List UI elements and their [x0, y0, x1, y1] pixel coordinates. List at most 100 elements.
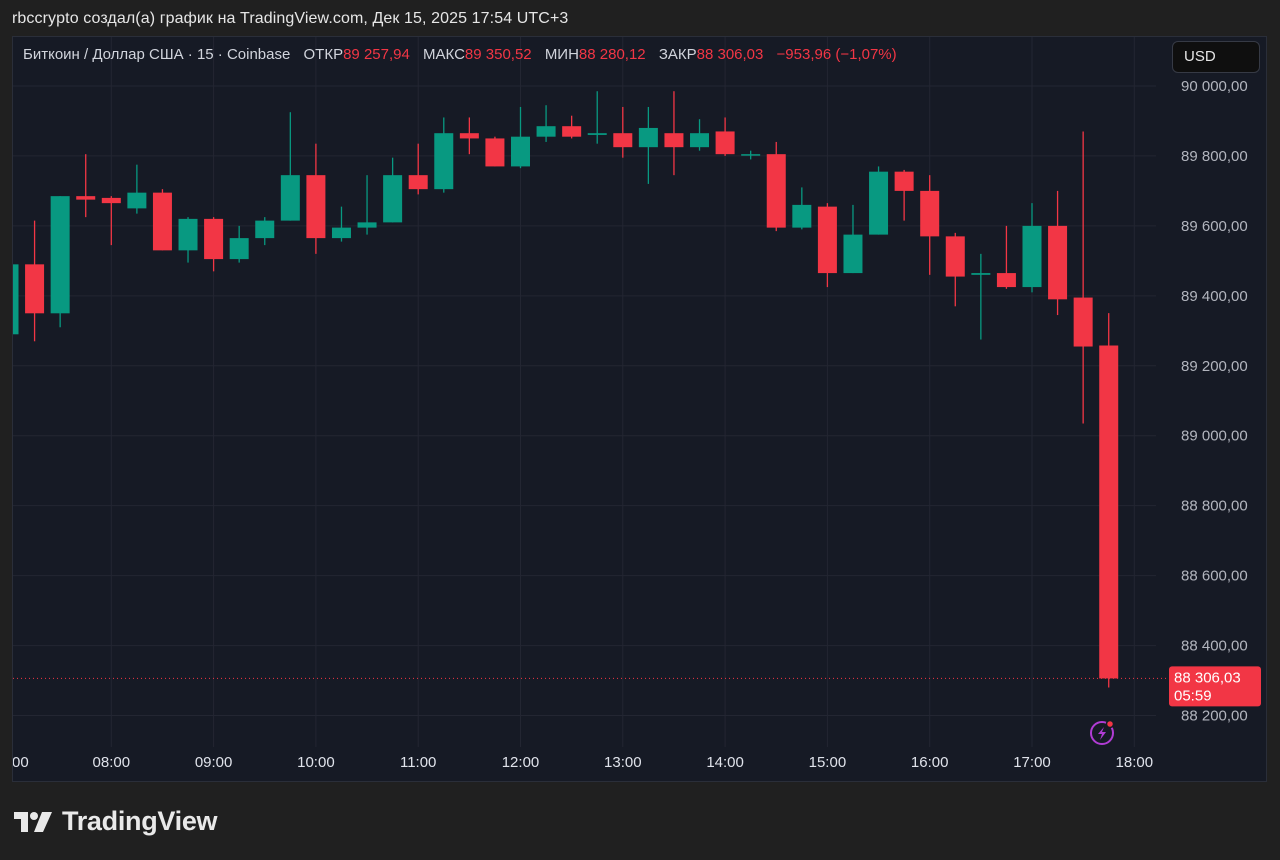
brand-name: TradingView: [62, 806, 218, 836]
candle[interactable]: [664, 91, 684, 176]
price-tick-label: 88 400,00: [1181, 638, 1248, 655]
candle[interactable]: [792, 187, 812, 230]
chart-panel[interactable]: 90 000,00 89 800,00 89 600,00 89 400,00 89 2…: [12, 36, 1267, 782]
candle[interactable]: [613, 106, 633, 158]
candle-body: [408, 175, 428, 190]
price-tick-label: 89 600,00: [1181, 218, 1248, 235]
candle[interactable]: [1048, 190, 1068, 316]
candle[interactable]: [434, 117, 454, 193]
candle[interactable]: [331, 206, 351, 242]
candle[interactable]: [587, 91, 607, 144]
candle[interactable]: [229, 225, 249, 263]
candle[interactable]: [50, 196, 70, 328]
candle[interactable]: [1022, 203, 1042, 293]
time-tick-label: 17:00: [1013, 754, 1051, 771]
candle[interactable]: [894, 169, 914, 221]
candle[interactable]: [485, 136, 505, 167]
candle[interactable]: [920, 175, 940, 275]
candle[interactable]: [511, 106, 530, 169]
candle[interactable]: [945, 232, 965, 307]
candle[interactable]: [306, 143, 326, 254]
candle[interactable]: [741, 150, 761, 160]
candle[interactable]: [459, 117, 479, 155]
price-tick-label: 89 200,00: [1181, 358, 1248, 375]
candle-body: [715, 131, 735, 155]
candle[interactable]: [408, 143, 428, 195]
price-tick-label: 89 800,00: [1181, 148, 1248, 165]
time-tick-label: 18:00: [1116, 754, 1154, 771]
candle-body: [229, 238, 249, 260]
candle[interactable]: [971, 253, 991, 340]
candle-body: [13, 264, 19, 335]
candle[interactable]: [817, 203, 837, 288]
candle-body: [587, 133, 607, 135]
candle[interactable]: [178, 217, 198, 263]
candle-body: [894, 171, 914, 191]
candle-body: [766, 154, 786, 228]
chart-caption: rbccrypto создал(а) график на TradingVie…: [12, 10, 569, 27]
time-tick-label: 14:00: [706, 754, 744, 771]
symbol-legend: Биткоин / Доллар США · 15 · Coinbase ОТК…: [23, 46, 906, 63]
candle-body: [638, 127, 658, 148]
candle[interactable]: [843, 204, 863, 274]
time-tick-label: 08:00: [93, 754, 131, 771]
high-label: МАКС: [423, 46, 465, 63]
candle-body: [178, 218, 198, 251]
candle-body: [306, 175, 326, 239]
candle[interactable]: [1099, 313, 1119, 688]
candle-body: [792, 204, 812, 228]
candle[interactable]: [715, 117, 735, 156]
candle[interactable]: [25, 220, 45, 342]
grid-lines: [13, 37, 1156, 747]
candle[interactable]: [255, 217, 275, 246]
candle[interactable]: [536, 105, 556, 142]
candle-body: [485, 138, 505, 167]
candle-body: [1099, 345, 1119, 679]
price-tick-label: 88 600,00: [1181, 568, 1248, 585]
time-tick-label: 12:00: [502, 754, 540, 771]
candle-body: [843, 234, 863, 274]
candle[interactable]: [76, 154, 96, 218]
candle[interactable]: [101, 196, 121, 246]
candle[interactable]: [638, 106, 658, 184]
candle[interactable]: [13, 261, 19, 335]
candle-body: [459, 133, 479, 139]
candle[interactable]: [204, 217, 224, 272]
candle[interactable]: [357, 175, 377, 235]
candle-body: [101, 197, 121, 204]
candle[interactable]: [869, 166, 889, 235]
flash-alert-icon[interactable]: [1090, 719, 1115, 745]
tradingview-logo-icon: [14, 811, 52, 832]
candle-body: [383, 175, 403, 223]
candle-body: [869, 171, 889, 235]
time-axis: 00 08:00 09:00 10:00 11:00 12:00 13:00 14:00 15:…: [13, 754, 1153, 771]
price-tick-label: 89 000,00: [1181, 428, 1248, 445]
candle[interactable]: [152, 189, 172, 251]
close-label: ЗАКР: [658, 46, 697, 63]
candle[interactable]: [1073, 131, 1093, 424]
candle-body: [511, 136, 530, 167]
high-value: 89 350,52: [464, 46, 532, 63]
candlestick-chart[interactable]: 90 000,00 89 800,00 89 600,00 89 400,00 89 2…: [13, 37, 1267, 782]
price-tick-label: 88 200,00: [1181, 708, 1248, 725]
bar-countdown: 05:59: [1174, 687, 1212, 704]
candle[interactable]: [562, 115, 582, 139]
candle[interactable]: [127, 164, 147, 214]
open-label: ОТКР: [303, 46, 344, 63]
candle[interactable]: [383, 157, 403, 223]
symbol-name[interactable]: Биткоин / Доллар США · 15 · Coinbase: [23, 46, 291, 63]
candle-body: [1073, 297, 1093, 347]
candle-body: [817, 206, 837, 274]
candles: [13, 91, 1119, 688]
time-tick-label: 00: [13, 754, 29, 771]
candle[interactable]: [766, 141, 786, 232]
candle[interactable]: [996, 225, 1016, 289]
candle-body: [664, 133, 684, 148]
candle[interactable]: [690, 119, 710, 151]
time-tick-label: 09:00: [195, 754, 233, 771]
candle-body: [204, 218, 224, 260]
currency-button[interactable]: USD: [1172, 41, 1260, 73]
candle-body: [562, 126, 582, 137]
candle[interactable]: [280, 112, 300, 221]
